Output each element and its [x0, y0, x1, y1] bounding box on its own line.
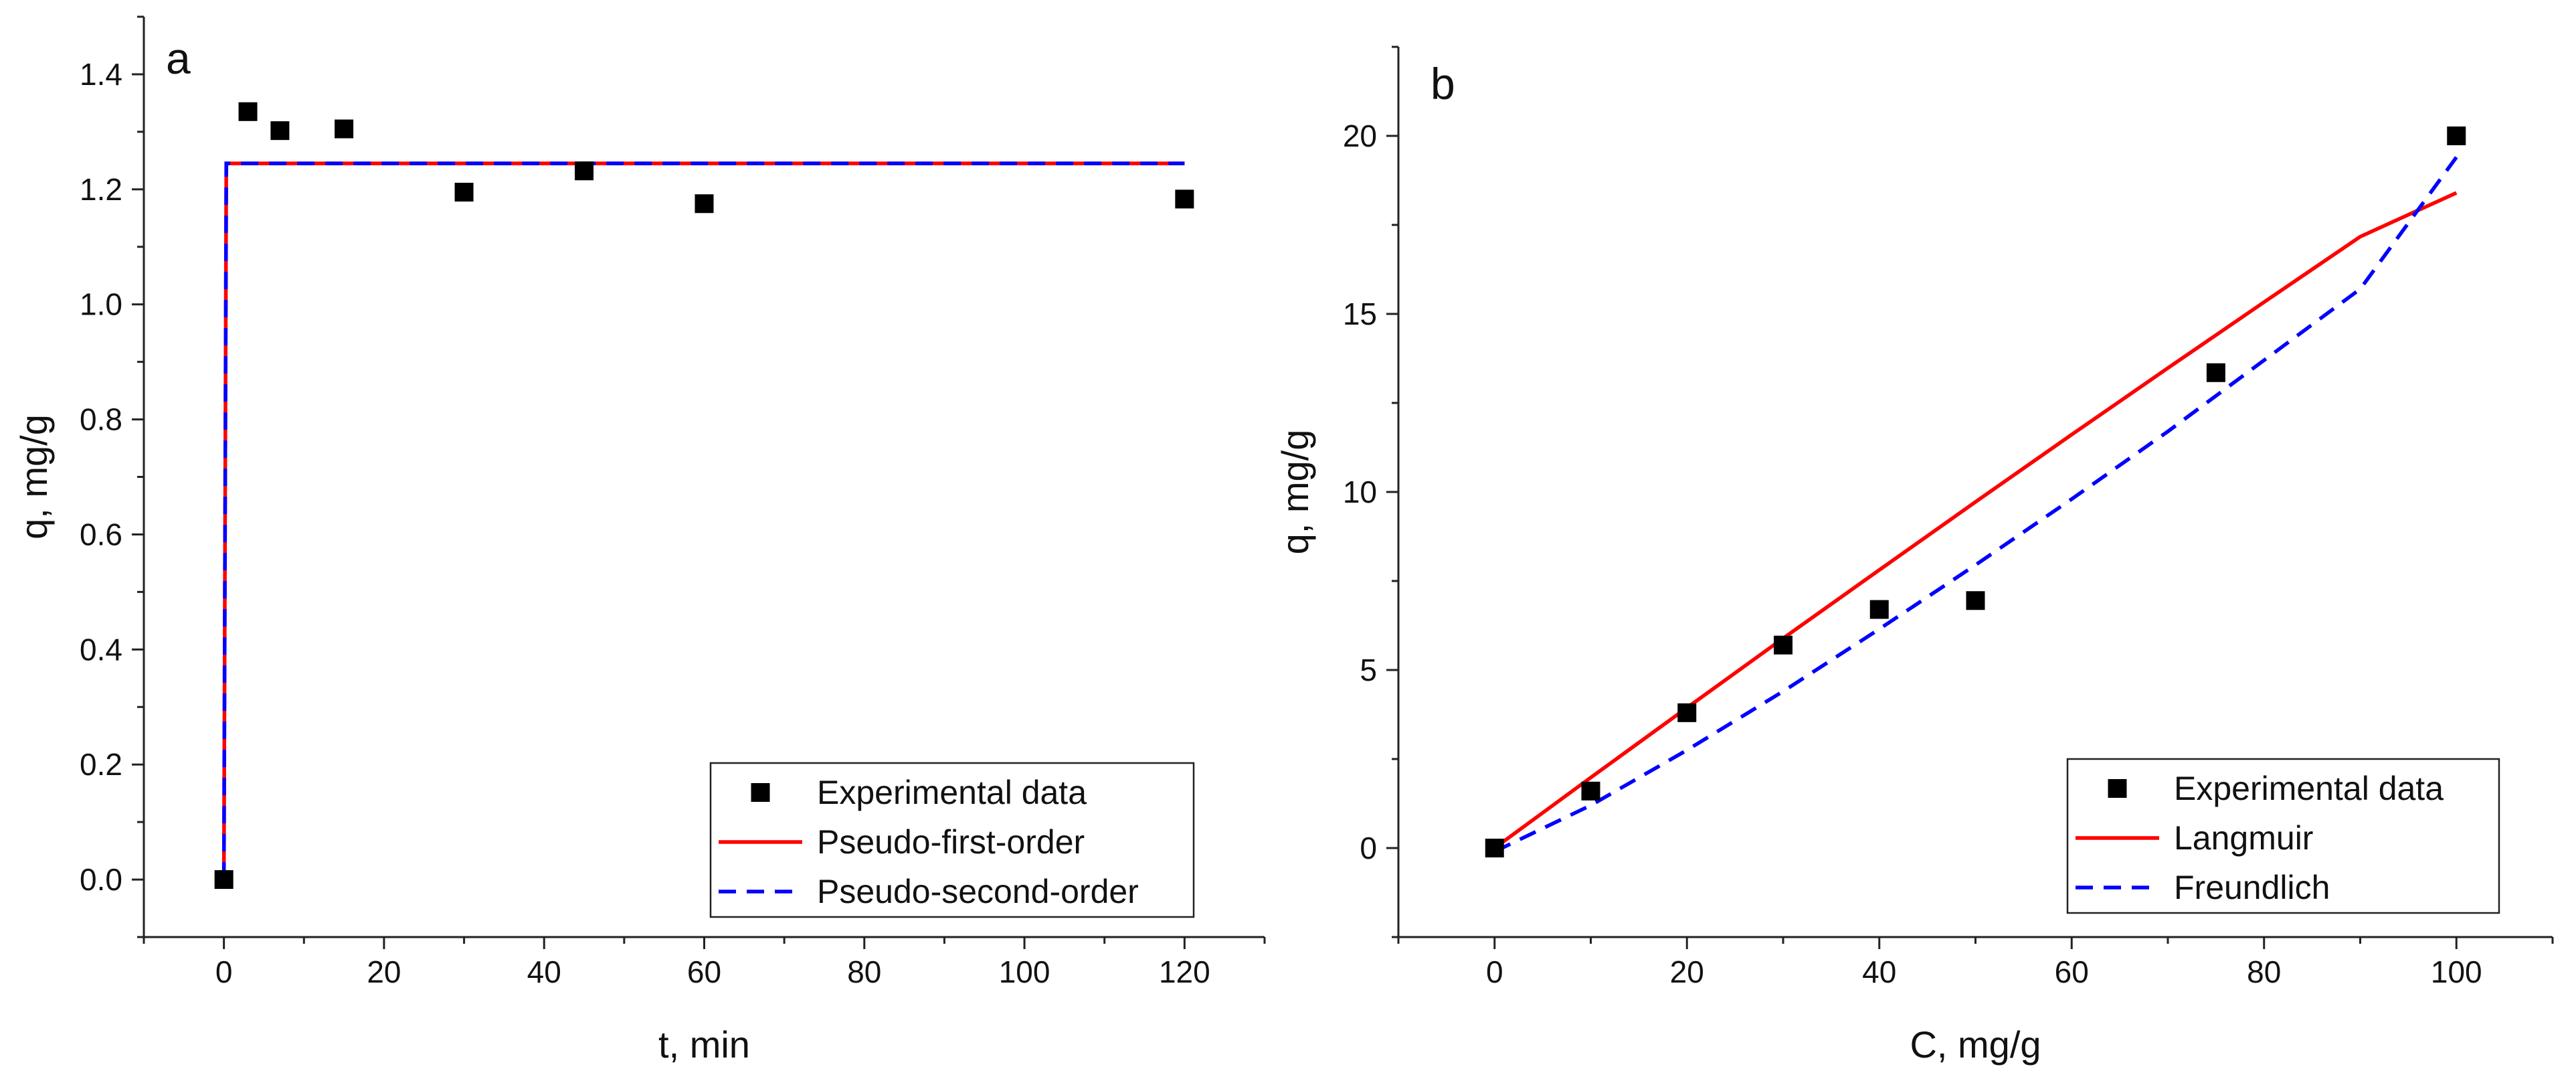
data-point — [1485, 839, 1504, 857]
legend-label: Langmuir — [2174, 819, 2313, 857]
data-point — [1581, 781, 1600, 801]
panel-label: b — [1431, 59, 1455, 108]
legend-label: Freundlich — [2174, 869, 2330, 906]
x-tick-label: 0 — [215, 954, 233, 989]
legend: Experimental data Langmuir Freundlich — [2066, 758, 2500, 914]
y-tick-label: 0.8 — [80, 402, 122, 437]
x-axis-title: C, mg/g — [1910, 1023, 2041, 1066]
y-tick-label: 5 — [1360, 653, 1377, 687]
legend-label: Experimental data — [2174, 770, 2444, 807]
data-point — [575, 161, 594, 181]
series-line-pseudo-second-order — [221, 161, 1185, 880]
x-tick-label: 20 — [1670, 954, 1704, 989]
x-tick-label: 120 — [1159, 954, 1210, 989]
x-tick-label: 40 — [527, 954, 561, 989]
data-point — [1774, 635, 1792, 655]
legend: Experimental data Pseudo-first-order Pseud… — [709, 762, 1195, 918]
data-point — [2206, 363, 2225, 382]
y-tick-label: 1.2 — [80, 172, 122, 207]
y-tick-label: 0 — [1360, 831, 1377, 865]
y-axis-title: q, mg/g — [13, 414, 55, 539]
data-point — [1175, 189, 1194, 209]
legend-marker-swatch — [751, 783, 770, 802]
x-tick-label: 0 — [1486, 954, 1503, 989]
x-tick-label: 80 — [2247, 954, 2281, 989]
panel-b-isotherm-chart: 0 20 40 60 80 100 0 5 10 15 20 C, mg/g q, mg/g b Exper… — [1274, 46, 2554, 1066]
y-tick-label: 1.4 — [80, 57, 122, 92]
y-tick-label: 20 — [1343, 118, 1377, 153]
y-tick-label: 0.6 — [80, 517, 122, 552]
x-tick-label: 80 — [847, 954, 881, 989]
data-point — [238, 102, 258, 121]
data-point — [214, 870, 234, 890]
y-tick-label: 0.2 — [80, 747, 122, 782]
y-tick-label: 10 — [1343, 475, 1377, 509]
data-point — [1677, 703, 1697, 722]
x-tick-label: 60 — [2055, 954, 2089, 989]
series-line-freundlich — [1493, 156, 2458, 853]
x-axis-title: t, min — [658, 1023, 750, 1066]
legend-label: Pseudo-first-order — [817, 823, 1085, 861]
y-axis-title: q, mg/g — [1274, 430, 1316, 555]
panel-label: a — [166, 33, 191, 83]
data-point — [270, 121, 290, 141]
y-tick-label: 0.0 — [80, 862, 122, 897]
x-tick-label: 40 — [1862, 954, 1896, 989]
x-tick-label: 100 — [999, 954, 1050, 989]
legend-label: Experimental data — [817, 774, 1087, 811]
x-tick-label: 20 — [367, 954, 401, 989]
legend-marker-swatch — [2108, 779, 2127, 798]
x-tick-label: 60 — [687, 954, 721, 989]
data-point — [1966, 591, 1985, 610]
data-point — [454, 183, 474, 202]
data-point — [1869, 600, 1889, 619]
data-point — [695, 194, 714, 214]
panel-a-kinetics-chart: 0 20 40 60 80 100 120 0.0 0.2 0.4 0.6 0.8 1.0 1.2 1.4 t… — [13, 15, 1266, 1066]
data-point — [2447, 127, 2466, 145]
y-tick-label: 1.0 — [80, 287, 122, 322]
data-point — [335, 119, 354, 139]
y-tick-label: 15 — [1343, 297, 1377, 331]
x-tick-label: 100 — [2431, 954, 2482, 989]
legend-label: Pseudo-second-order — [817, 873, 1139, 910]
series-line-langmuir — [1493, 191, 2458, 850]
y-tick-label: 0.4 — [80, 632, 122, 667]
